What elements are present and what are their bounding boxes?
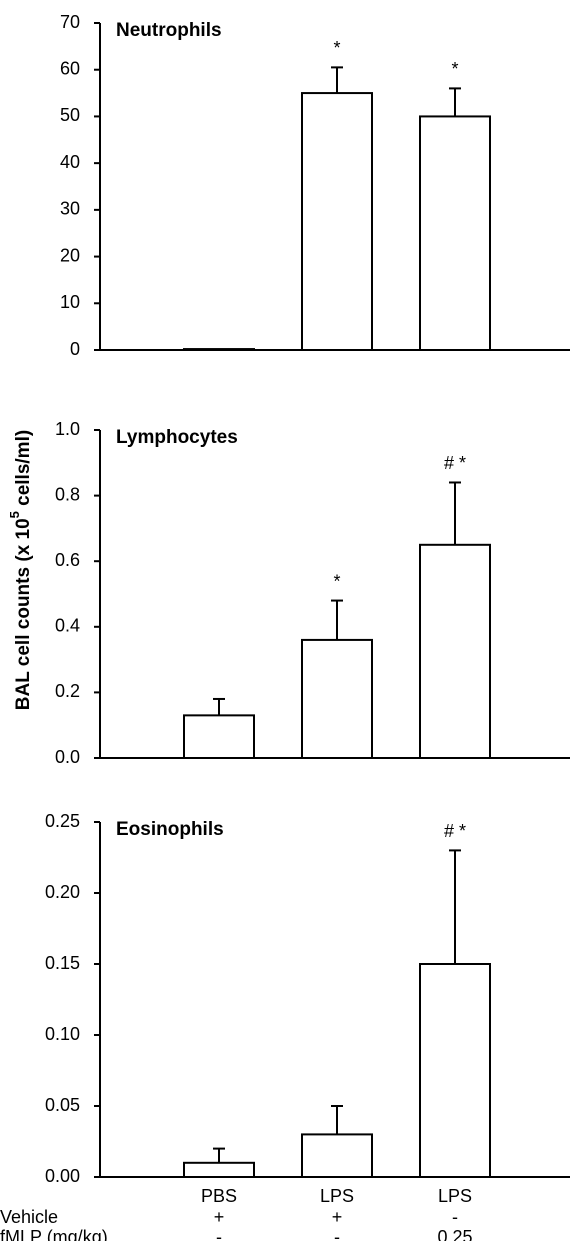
bar [301,638,373,759]
y-tick-label: 60 [60,58,80,78]
y-tick-label: 0.20 [45,882,80,902]
y-label-sup: 5 [7,511,22,518]
bar [183,1161,255,1179]
y-tick-label: 0.05 [45,1095,80,1115]
significance-label: # * [444,453,466,473]
treatment-value: + [332,1207,343,1227]
y-label-text: BAL cell counts (x 10 [13,518,34,710]
y-label-text: cells/ml) [13,430,34,511]
y-tick-label: 30 [60,199,80,219]
y-tick-label: 0.00 [45,1166,80,1186]
y-tick-label: 10 [60,292,80,312]
x-tick-label: PBS [201,1186,237,1206]
treatment-value: + [214,1207,225,1227]
panel-title: Neutrophils [116,20,222,41]
x-tick-label: LPS [320,1186,354,1206]
y-tick-label: 0.8 [55,484,80,504]
treatment-label: fMLP (mg/kg) [0,1227,108,1241]
treatment-value: - [216,1227,222,1241]
y-tick-label: 0.25 [45,811,80,831]
y-tick-label: 70 [60,12,80,32]
y-tick-label: 0.6 [55,550,80,570]
bar [419,115,491,351]
y-axis-label: BAL cell counts (x 105 cells/ml) [7,430,34,710]
panel-title: Lymphocytes [116,427,238,448]
panel-title: Eosinophils [116,819,224,840]
y-tick-label: 20 [60,245,80,265]
treatment-label: Vehicle [0,1207,58,1227]
significance-label: * [451,59,458,79]
significance-label: * [333,38,340,58]
y-tick-label: 0.15 [45,953,80,973]
bar [301,1133,373,1179]
significance-label: * [333,571,340,591]
y-tick-label: 1.0 [55,419,80,439]
bar [301,92,373,351]
significance-label: # * [444,821,466,841]
y-tick-label: 0 [70,339,80,359]
bar [183,714,255,759]
bar [419,963,491,1178]
treatment-value: - [452,1207,458,1227]
x-tick-label: LPS [438,1186,472,1206]
y-tick-label: 0.10 [45,1024,80,1044]
bar [183,348,255,351]
y-tick-label: 50 [60,105,80,125]
y-tick-label: 0.0 [55,747,80,767]
y-tick-label: 0.2 [55,681,80,701]
bar [419,543,491,759]
treatment-value: - [334,1227,340,1241]
y-tick-label: 0.4 [55,616,80,636]
y-tick-label: 40 [60,152,80,172]
treatment-value: 0.25 [437,1227,472,1241]
